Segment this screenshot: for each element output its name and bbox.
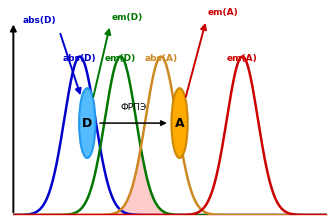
Text: D: D [82, 117, 93, 130]
Text: ФРПЭ: ФРПЭ [120, 103, 147, 112]
Text: em(D): em(D) [105, 54, 136, 63]
Text: em(A): em(A) [207, 8, 238, 17]
Text: em(D): em(D) [111, 13, 143, 22]
Text: abs(D): abs(D) [63, 54, 97, 63]
Text: A: A [175, 117, 184, 130]
Text: abs(A): abs(A) [145, 54, 178, 63]
Text: abs(D): abs(D) [22, 16, 56, 25]
Text: em(A): em(A) [227, 54, 258, 63]
Circle shape [171, 88, 188, 158]
Circle shape [79, 88, 96, 158]
